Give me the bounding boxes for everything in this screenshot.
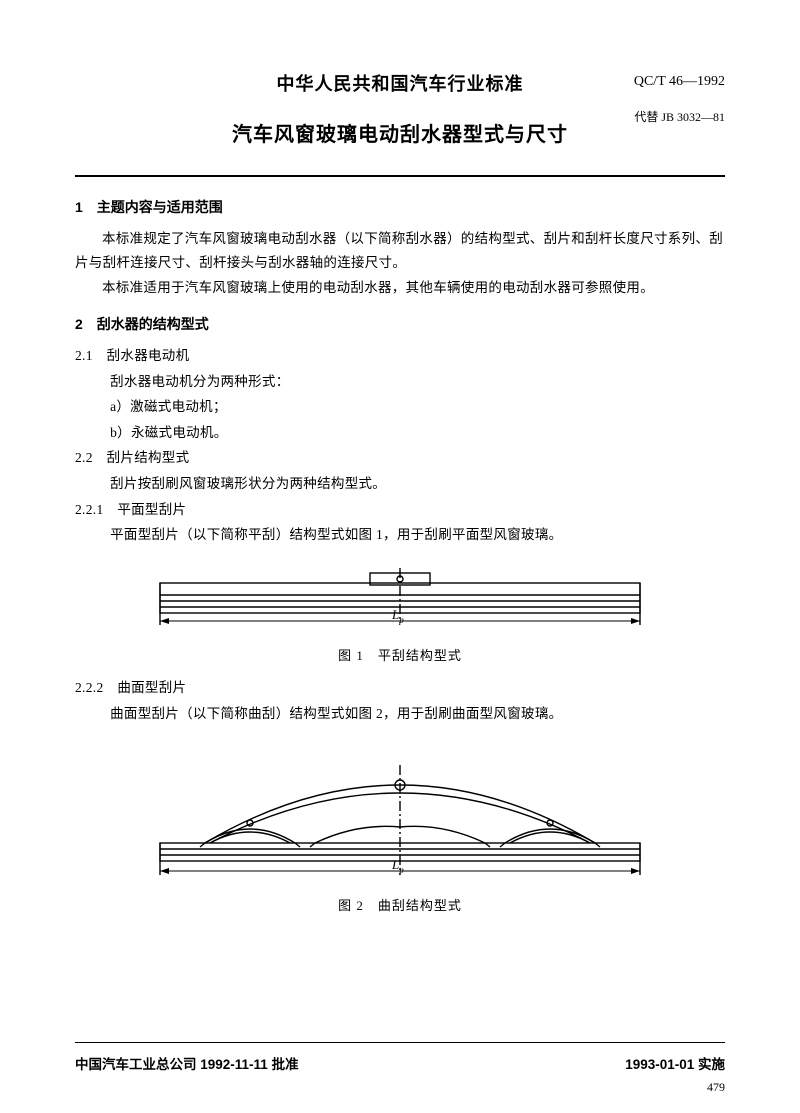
num-2-2-2: 2.2.2 [75, 680, 104, 695]
section-2-2-2: 2.2.2 曲面型刮片 [75, 676, 725, 700]
section-1-head: 1 主题内容与适用范围 [75, 197, 725, 217]
section-2-2-2-para: 曲面型刮片（以下简称曲刮）结构型式如图 2，用于刮刷曲面型风窗玻璃。 [75, 702, 725, 726]
title-2-1: 刮水器电动机 [107, 348, 190, 363]
footer: 中国汽车工业总公司 1992-11-11 批准 1993-01-01 实施 [75, 1032, 725, 1073]
section-1-para-1: 本标准规定了汽车风窗玻璃电动刮水器（以下简称刮水器）的结构型式、刮片和刮杆长度尺… [75, 227, 725, 274]
fig2-label-sub: p [398, 865, 404, 875]
fig1-label-sub: p [398, 615, 404, 625]
standard-code: QC/T 46—1992 [634, 74, 725, 90]
section-2-2-1-para: 平面型刮片（以下简称平刮）结构型式如图 1，用于刮刷平面型风窗玻璃。 [75, 523, 725, 547]
org-title: 中华人民共和国汽车行业标准 [75, 70, 725, 96]
figure-1: Lp [155, 565, 645, 635]
page-number: 479 [707, 1080, 725, 1095]
svg-text:Lp: Lp [391, 607, 404, 625]
figure-2: Lp [155, 765, 645, 885]
header: 中华人民共和国汽车行业标准 QC/T 46—1992 代替 JB 3032—81… [75, 70, 725, 147]
section-2-1: 2.1 刮水器电动机 [75, 344, 725, 368]
footer-approval: 中国汽车工业总公司 1992-11-11 批准 [75, 1053, 299, 1073]
rule-top [75, 175, 725, 177]
section-2-1-para: 刮水器电动机分为两种形式： [75, 370, 725, 394]
rule-bottom [75, 1042, 725, 1043]
section-2-1-a: a）激磁式电动机； [75, 395, 725, 419]
replace-code: 代替 JB 3032—81 [634, 108, 725, 125]
title-2-2: 刮片结构型式 [107, 450, 190, 465]
figure-1-svg: Lp [155, 565, 645, 635]
section-2-1-b: b）永磁式电动机。 [75, 421, 725, 445]
svg-text:Lp: Lp [391, 857, 404, 875]
num-2-2-1: 2.2.1 [75, 502, 104, 517]
document-title: 汽车风窗玻璃电动刮水器型式与尺寸 [75, 118, 725, 147]
figure-2-caption: 图 2 曲刮结构型式 [75, 895, 725, 914]
title-2-2-2: 曲面型刮片 [117, 680, 186, 695]
num-2-1: 2.1 [75, 348, 93, 363]
figure-2-svg: Lp [155, 765, 645, 885]
fig1-label: L [391, 607, 399, 622]
section-2-head: 2 刮水器的结构型式 [75, 314, 725, 334]
section-1-para-2: 本标准适用于汽车风窗玻璃上使用的电动刮水器，其他车辆使用的电动刮水器可参照使用。 [75, 276, 725, 300]
section-2-2-para: 刮片按刮刷风窗玻璃形状分为两种结构型式。 [75, 472, 725, 496]
section-2-2-1: 2.2.1 平面型刮片 [75, 498, 725, 522]
figure-1-caption: 图 1 平刮结构型式 [75, 645, 725, 664]
fig2-label: L [391, 857, 399, 872]
title-2-2-1: 平面型刮片 [117, 502, 186, 517]
footer-effective: 1993-01-01 实施 [625, 1053, 725, 1073]
num-2-2: 2.2 [75, 450, 93, 465]
section-2-2: 2.2 刮片结构型式 [75, 446, 725, 470]
